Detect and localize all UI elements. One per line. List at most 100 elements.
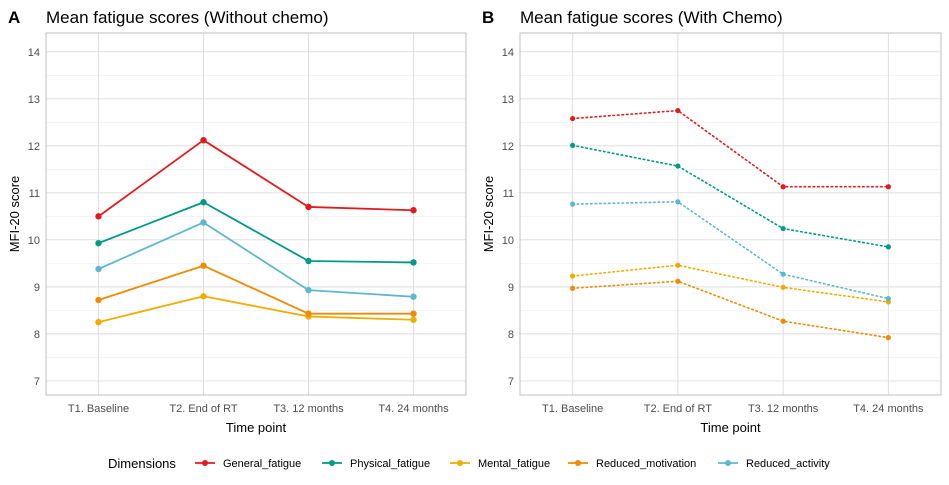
data-point: [305, 310, 312, 317]
x-tick-label: T3. 12 months: [748, 403, 819, 415]
data-point: [410, 316, 417, 323]
legend-label: Reduced_motivation: [596, 458, 696, 470]
data-point: [305, 257, 312, 265]
data-point: [410, 207, 417, 214]
y-tick-label: 14: [502, 47, 514, 59]
data-point: [200, 293, 207, 300]
y-tick-label: 9: [34, 282, 40, 294]
legend-item-general-fatigue: General_fatigue: [195, 458, 301, 470]
data-point: [885, 296, 891, 302]
data-point: [200, 199, 207, 206]
series-line: [97, 264, 415, 315]
data-point: [95, 318, 102, 326]
y-tick-label: 11: [29, 188, 40, 200]
legend-item-reduced-motivation: Reduced_motivation: [568, 458, 696, 470]
data-point: [570, 115, 576, 122]
data-point: [675, 262, 681, 268]
series-mental-fatigue: [95, 293, 417, 326]
y-tick-label: 9: [508, 282, 514, 294]
series-line: [97, 201, 415, 264]
data-point: [570, 273, 576, 279]
data-point: [675, 163, 681, 169]
legend-item-reduced-activity: Reduced_activity: [718, 458, 830, 470]
y-tick-label: 8: [508, 329, 514, 341]
legend-title: Dimensions: [108, 456, 176, 471]
series-mental-fatigue: [570, 262, 891, 305]
y-tick-label: 11: [503, 188, 514, 200]
series-line: [571, 144, 890, 248]
x-tick-label: T1. Baseline: [68, 403, 129, 415]
data-point: [675, 199, 681, 205]
series-reduced-motivation: [570, 278, 891, 341]
chart-panel-a: 7 8 9 10 11 12 13 14 T1. Baseline T2. End of RT T3…: [7, 8, 467, 435]
data-point: [410, 310, 417, 317]
x-tick-label: T4. 24 months: [378, 403, 449, 415]
data-point: [780, 184, 786, 190]
series-reduced-activity: [570, 199, 891, 302]
y-tick-label: 12: [28, 141, 40, 153]
data-point: [570, 201, 576, 207]
series-reduced-motivation: [95, 262, 417, 317]
y-tick-label: 13: [28, 94, 40, 106]
y-tick-label: 10: [28, 235, 40, 247]
x-axis-title: Time point: [700, 420, 761, 435]
legend-label: Mental_fatigue: [478, 458, 550, 470]
y-axis-title: MFI-20 score: [481, 176, 496, 253]
legend-key-dot: [329, 460, 335, 466]
data-point: [410, 293, 417, 300]
legend-item-physical-fatigue: Physical_fatigue: [322, 458, 430, 470]
data-point: [675, 107, 681, 114]
data-point: [200, 136, 207, 144]
y-tick-label: 7: [508, 376, 514, 388]
series-line: [571, 109, 890, 188]
series-general-fatigue: [95, 136, 417, 220]
y-tick-label: 12: [502, 141, 514, 153]
legend-label: General_fatigue: [223, 458, 301, 470]
legend-item-mental-fatigue: Mental_fatigue: [450, 458, 550, 470]
x-tick-label: T2. End of RT: [644, 403, 713, 415]
y-tick-label: 10: [502, 235, 514, 247]
data-point: [570, 285, 576, 291]
data-point: [885, 335, 891, 341]
series-line: [97, 139, 415, 218]
series-line: [97, 295, 415, 324]
y-tick-label: 14: [28, 47, 40, 59]
data-point: [780, 284, 786, 290]
data-point: [570, 142, 576, 148]
panel-tag: A: [8, 8, 20, 27]
y-tick-label: 8: [34, 329, 40, 341]
legend-label: Physical_fatigue: [350, 458, 430, 470]
data-point: [305, 203, 312, 211]
data-point: [95, 239, 102, 247]
y-axis-title: MFI-20 score: [7, 176, 22, 253]
series-line: [97, 221, 415, 298]
data-point: [885, 244, 891, 250]
series-physical-fatigue: [570, 142, 891, 250]
y-tick-label: 13: [502, 94, 514, 106]
legend: Dimensions General_fatigue Physical_fatig…: [108, 456, 830, 471]
data-point: [885, 184, 891, 190]
legend-key-dot: [575, 460, 581, 466]
chart-panel-b: 7 8 9 10 11 12 13 14 T1. Baseline T2. End of RT T3…: [481, 8, 942, 435]
data-point: [780, 271, 786, 277]
data-point: [780, 225, 786, 232]
series-general-fatigue: [570, 107, 891, 190]
y-tick-label: 7: [34, 376, 40, 388]
data-point: [200, 262, 207, 269]
data-point: [305, 286, 312, 294]
legend-key-dot: [457, 460, 463, 466]
data-point: [95, 296, 102, 304]
series-line: [571, 264, 890, 303]
panel-title: Mean fatigue scores (Without chemo): [46, 8, 329, 27]
data-point: [675, 278, 681, 284]
data-point: [95, 265, 102, 273]
data-point: [95, 213, 102, 220]
series-line: [571, 280, 890, 339]
x-axis-title: Time point: [226, 420, 287, 435]
x-tick-label: T3. 12 months: [273, 403, 344, 415]
legend-key-dot: [202, 460, 208, 466]
panel-border: [519, 32, 942, 396]
series-reduced-activity: [95, 219, 417, 300]
